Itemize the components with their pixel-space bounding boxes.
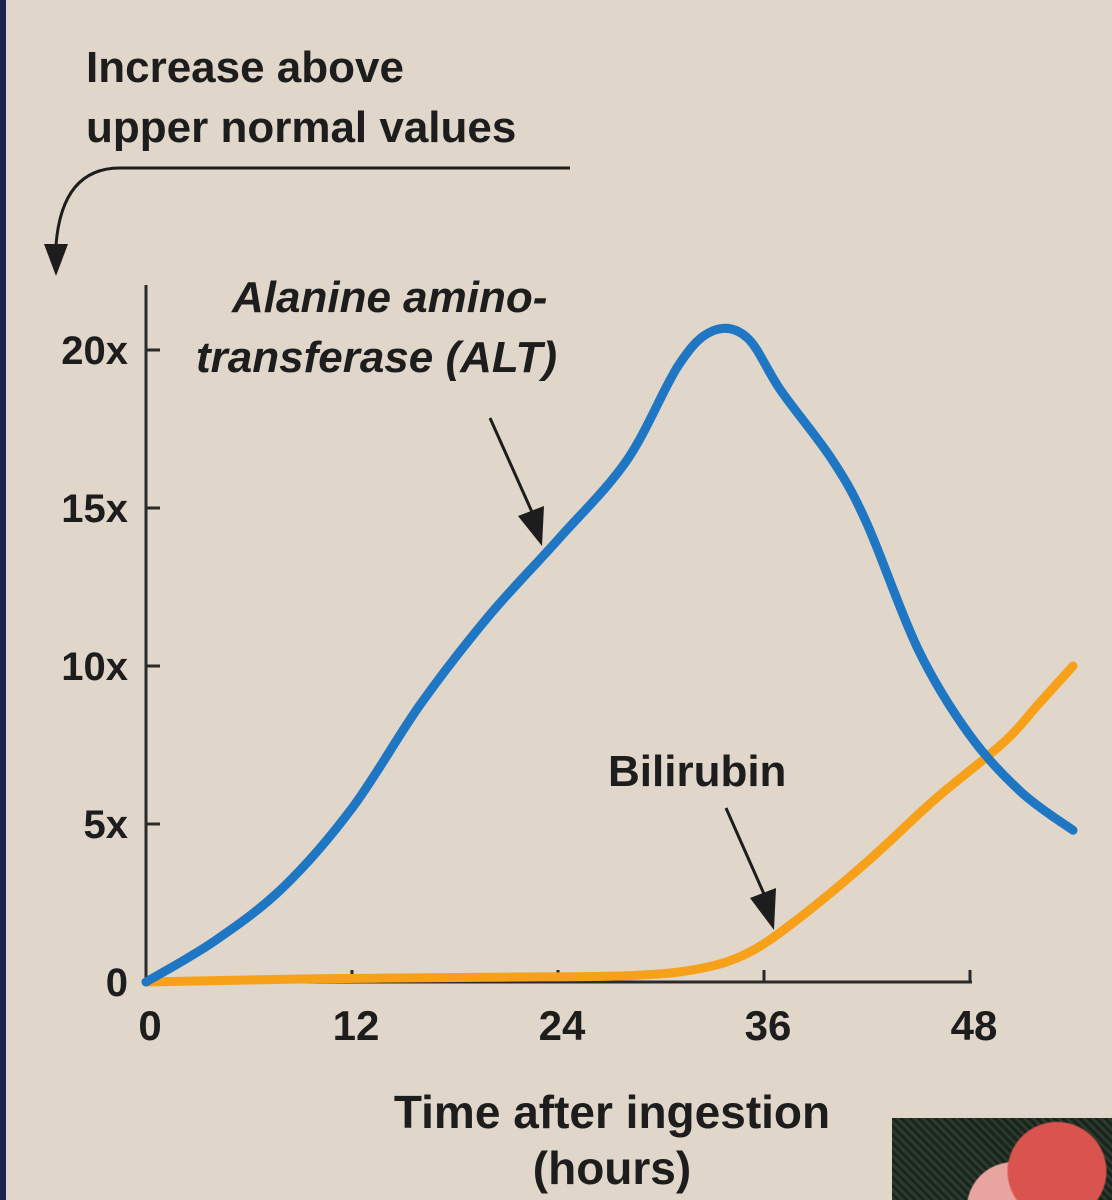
y-tick-label-2: 10x [61,645,128,689]
y-axis-ticks: 0 5x 10x 15x 20x [61,329,160,1005]
y-tick-label-4: 20x [61,329,128,373]
x-tick-label-2: 24 [539,1002,586,1049]
y-axis-label-line-2: upper normal values [86,103,516,152]
x-tick-label-3: 36 [745,1002,792,1049]
series-lines [141,323,1078,987]
x-axis-ticks: 0 12 24 36 48 [138,970,997,1049]
alt-label-arrow-shaft [488,417,534,513]
x-axis-label-line-2: (hours) [533,1142,691,1194]
y-axis-label-arrowhead [44,244,68,276]
bilirubin-label-arrowhead [750,888,776,930]
alt-label-line-2: transferase (ALT) [196,333,557,382]
x-axis-label-line-1: Time after ingestion [394,1086,830,1138]
bilirubin-label-arrow-shaft [724,807,766,895]
alt-series-line [141,323,1078,987]
left-border-strip [0,0,6,1200]
alt-label-arrowhead [518,506,544,546]
alt-label-line-1: Alanine amino- [231,273,547,322]
bilirubin-series-line [141,661,1078,987]
y-axis-label-pointer [54,166,570,246]
y-tick-label-1: 5x [84,803,129,847]
x-tick-label-4: 48 [951,1002,998,1049]
photo-thumbnail-fragment [892,1118,1112,1200]
y-tick-label-0: 0 [106,961,128,1005]
x-tick-label-0: 0 [138,1002,161,1049]
x-tick-label-1: 12 [333,1002,380,1049]
y-tick-label-3: 15x [61,487,128,531]
y-axis-label-line-1: Increase above [86,43,404,92]
bilirubin-label: Bilirubin [608,747,786,796]
